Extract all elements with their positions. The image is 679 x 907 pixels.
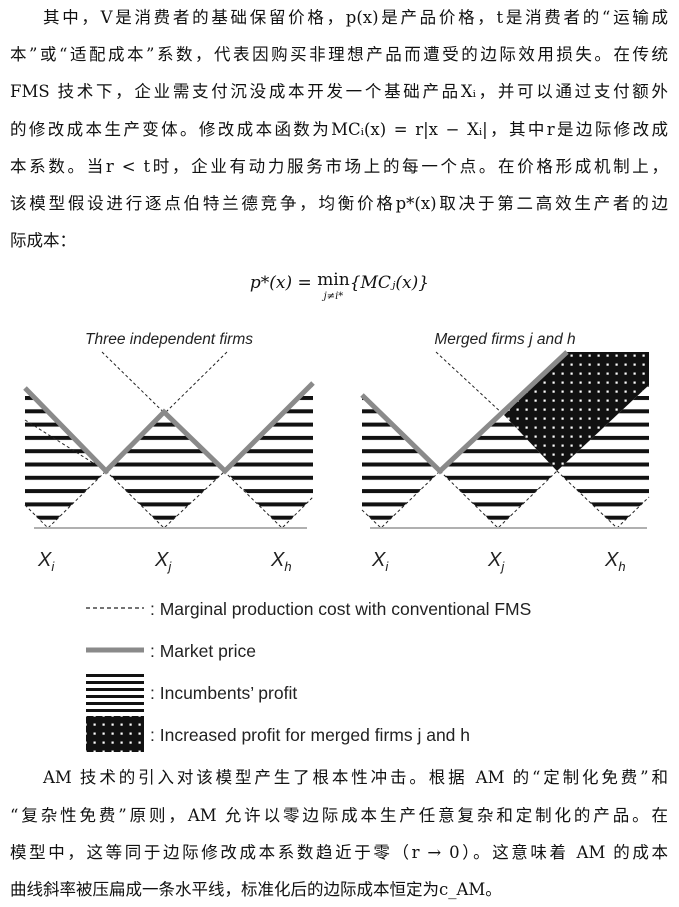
right-panel-title: Merged firms j and h [434, 331, 575, 348]
firm-label-j: Xj [487, 549, 505, 574]
firm-label-i: Xi [371, 549, 389, 574]
incumbents-profit-area [25, 383, 313, 528]
merged-profit-area [504, 352, 649, 471]
equilibrium-price-formula: p*(x) = min j≠i*{MCⱼ(x)} [0, 270, 679, 304]
text-line: 曲线斜率被压扁成一条水平线，标准化后的边际成本恒定为c_AM。 [10, 880, 502, 899]
legend: : Marginal production cost with conventi… [86, 599, 531, 752]
left-panel: Three independent firms [23, 331, 315, 529]
legend-label: : Market price [150, 641, 256, 661]
legend-stripes-symbol [86, 674, 144, 712]
text-line: 本系数。当r < t时，企业有动力服务市场上的每一个点。在价格形成机制上， [10, 157, 668, 176]
market-price-line [360, 350, 569, 475]
formula-lhs: p*(x) = [249, 273, 318, 293]
text-line: 该模型假设进行逐点伯特兰德竞争，均衡价格p*(x)取决于第二高效生产者的边 [10, 194, 668, 213]
text-line: 本”或“适配成本”系数，代表因购买非理想产品而遭受的边际效用损失。在传统 [10, 45, 668, 64]
text-line: 际成本： [10, 231, 76, 250]
firm-label-h: Xh [604, 549, 626, 574]
firm-labels: Xi Xj Xh Xi Xj Xh [37, 549, 626, 574]
formula-min: min j≠i* [317, 270, 350, 304]
text-line: AM 技术的引入对该模型产生了根本性冲击。根据 AM 的“定制化免费”和 [43, 768, 668, 787]
market-price-line [23, 381, 315, 475]
formula-rhs: {MCⱼ(x)} [349, 273, 430, 293]
right-panel: Merged firms j and h [360, 331, 650, 529]
legend-label: : Incumbents’ profit [150, 683, 297, 703]
legend-label: : Increased profit for merged firms j an… [150, 725, 470, 745]
text-line: 的修改成本生产变体。修改成本函数为MCᵢ(x) = r|x − Xᵢ|，其中r是… [10, 120, 668, 139]
incumbents-profit-area [362, 385, 649, 528]
text-line: 其中，V是消费者的基础保留价格，p(x)是产品价格，t是消费者的“运输成 [43, 8, 668, 27]
firm-label-h: Xh [270, 549, 292, 574]
firm-label-i: Xi [37, 549, 55, 574]
text-line: FMS 技术下，企业需支付沉没成本开发一个基础产品Xᵢ，并可以通过支付额外 [10, 82, 668, 101]
legend-dotted-symbol [86, 716, 144, 752]
firm-label-j: Xj [154, 549, 172, 574]
text-line: 模型中，这等同于边际修改成本系数趋近于零（r → 0）。这意味着 AM 的成本 [10, 843, 668, 862]
min-subscript: j≠i* [323, 291, 344, 302]
left-panel-title: Three independent firms [85, 331, 253, 348]
text-line: “复杂性免费”原则，AM 允许以零边际成本生产任意复杂和定制化的产品。在 [10, 806, 668, 825]
legend-label: : Marginal production cost with conventi… [150, 599, 531, 619]
min-operator: min [317, 270, 350, 290]
